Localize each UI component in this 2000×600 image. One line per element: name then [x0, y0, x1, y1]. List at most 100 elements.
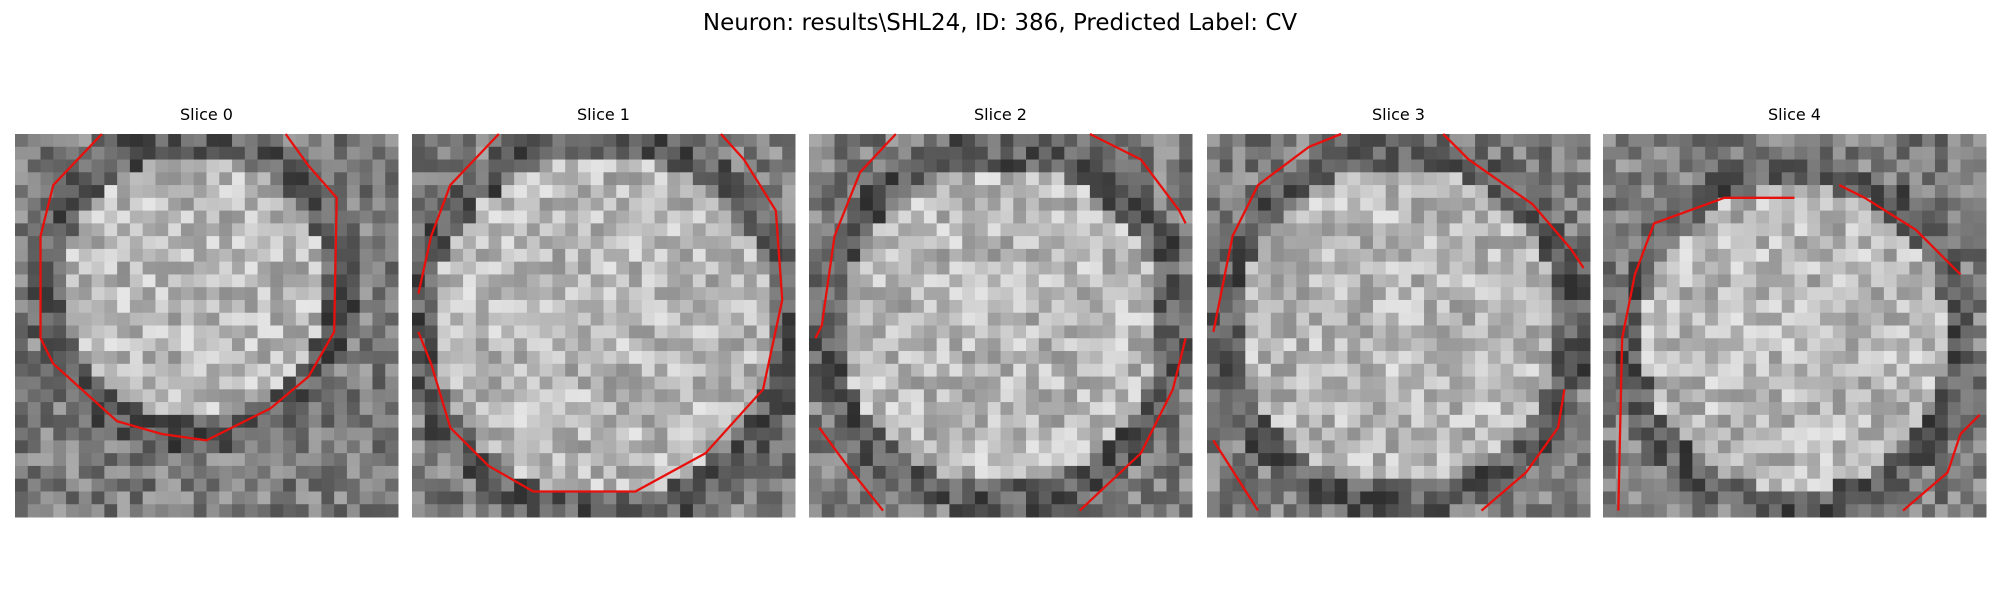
- pixel: [1128, 504, 1142, 518]
- pixel: [1000, 185, 1014, 199]
- pixel: [437, 478, 451, 492]
- pixel: [1717, 440, 1732, 454]
- pixel: [1781, 453, 1795, 467]
- pixel: [437, 248, 451, 263]
- pixel: [437, 274, 451, 288]
- pixel: [539, 248, 553, 263]
- pixel: [475, 197, 490, 212]
- pixel: [1398, 325, 1412, 339]
- pixel: [1781, 478, 1795, 492]
- pixel: [1270, 287, 1285, 301]
- pixel: [834, 376, 848, 390]
- pixel: [1000, 312, 1014, 326]
- pixel: [193, 223, 207, 237]
- pixel: [1436, 504, 1451, 518]
- pixel: [539, 185, 553, 199]
- pixel: [1270, 134, 1285, 148]
- pixel: [385, 414, 399, 429]
- pixel: [1717, 351, 1732, 365]
- pixel: [629, 197, 643, 212]
- pixel: [412, 427, 426, 441]
- pixel: [1832, 287, 1847, 301]
- pixel: [1730, 414, 1744, 429]
- pixel: [1089, 478, 1104, 492]
- pixel: [117, 427, 131, 441]
- pixel: [346, 197, 361, 212]
- pixel: [809, 159, 823, 173]
- pixel: [1730, 287, 1744, 301]
- pixel: [872, 414, 887, 429]
- pixel: [987, 185, 1001, 199]
- pixel: [1309, 248, 1323, 263]
- pixel: [180, 159, 195, 173]
- pixel: [1513, 427, 1527, 441]
- pixel: [78, 325, 93, 339]
- pixel: [692, 440, 707, 454]
- pixel: [936, 197, 950, 212]
- pixel: [1615, 414, 1630, 429]
- pixel: [962, 427, 976, 441]
- pixel: [1064, 491, 1078, 505]
- pixel: [1064, 299, 1078, 314]
- pixel: [680, 210, 694, 224]
- pixel: [1347, 299, 1361, 314]
- pixel: [1743, 363, 1757, 378]
- pixel: [1166, 159, 1180, 173]
- pixel: [1398, 159, 1412, 173]
- pixel: [974, 312, 989, 326]
- pixel: [1666, 274, 1681, 288]
- pixel: [1538, 299, 1553, 314]
- pixel: [552, 274, 566, 288]
- pixel: [219, 414, 233, 429]
- pixel: [1321, 248, 1336, 263]
- pixel: [1794, 236, 1808, 250]
- pixel: [1360, 210, 1374, 224]
- pixel: [1449, 223, 1463, 237]
- pixel: [1411, 478, 1425, 492]
- pixel: [1166, 351, 1180, 365]
- pixel: [885, 197, 899, 212]
- pixel: [283, 478, 297, 492]
- pixel: [1960, 210, 1974, 224]
- pixel: [463, 363, 477, 378]
- pixel: [936, 159, 950, 173]
- pixel: [1973, 402, 1987, 416]
- pixel: [1436, 325, 1451, 339]
- pixel: [1283, 146, 1297, 161]
- pixel: [1064, 453, 1078, 467]
- contour: [417, 133, 500, 294]
- pixel: [1013, 427, 1027, 441]
- pixel: [911, 172, 925, 186]
- pixel: [53, 185, 67, 199]
- pixel: [1207, 159, 1221, 173]
- pixel: [257, 159, 271, 173]
- pixel: [974, 197, 989, 212]
- pixel: [1615, 134, 1630, 148]
- pixel: [1756, 351, 1770, 365]
- pixel: [1666, 236, 1681, 250]
- pixel: [847, 325, 861, 339]
- pixel: [78, 465, 93, 480]
- pixel: [641, 491, 656, 505]
- pixel: [1296, 325, 1310, 339]
- pixel: [1166, 504, 1180, 518]
- pixel: [1577, 172, 1591, 186]
- pixel: [1871, 402, 1885, 416]
- pixel: [987, 338, 1001, 352]
- pixel: [860, 134, 874, 148]
- pixel: [1347, 210, 1361, 224]
- pixel: [1153, 478, 1167, 492]
- pixel: [463, 287, 477, 301]
- pixel: [193, 453, 207, 467]
- pixel: [1309, 414, 1323, 429]
- pixel: [1883, 440, 1898, 454]
- pixel: [1960, 376, 1974, 390]
- pixel: [1641, 402, 1655, 416]
- pixel: [346, 389, 361, 403]
- pixel: [155, 402, 169, 416]
- pixel: [1449, 299, 1463, 314]
- pixel: [514, 236, 528, 250]
- pixel: [1038, 172, 1053, 186]
- pixel: [1232, 146, 1246, 161]
- pixel: [718, 274, 732, 288]
